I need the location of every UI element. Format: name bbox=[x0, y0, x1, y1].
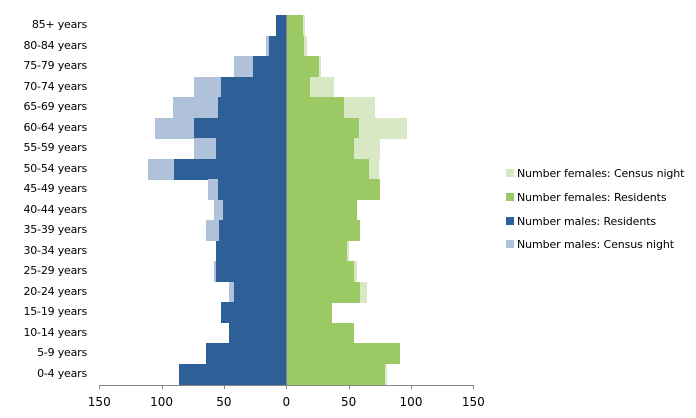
x-tick-label: 150 bbox=[87, 395, 111, 409]
bar-number-females-residents bbox=[286, 343, 400, 364]
bar-number-females-residents bbox=[286, 76, 310, 98]
bar-number-males-residents bbox=[217, 179, 287, 200]
y-axis-label: 60-64 years bbox=[23, 120, 87, 134]
y-axis-label: 50-54 years bbox=[23, 161, 87, 175]
legend-swatch-icon bbox=[506, 217, 514, 225]
y-axis-label: 80-84 years bbox=[23, 38, 87, 52]
bar-number-males-residents bbox=[174, 158, 287, 180]
bar-number-males-residents bbox=[221, 76, 287, 98]
y-axis-label: 40-44 years bbox=[23, 202, 87, 216]
bar-number-males-residents bbox=[216, 138, 287, 159]
x-tick-label: 50 bbox=[216, 395, 232, 409]
legend-label: Number males: Residents bbox=[517, 214, 657, 228]
bar-number-females-residents bbox=[286, 35, 304, 57]
y-axis-label: 25-29 years bbox=[23, 264, 87, 278]
bar-number-males-residents bbox=[216, 261, 287, 282]
y-axis-label: 10-14 years bbox=[23, 325, 87, 339]
y-axis-label: 30-34 years bbox=[23, 243, 87, 257]
legend-label: Number females: Census night bbox=[517, 166, 685, 180]
bar-number-males-residents bbox=[217, 97, 287, 118]
bar-number-males-residents bbox=[276, 15, 287, 36]
y-axis-label: 15-19 years bbox=[23, 305, 87, 319]
y-axis-label: 55-59 years bbox=[23, 141, 87, 155]
bar-number-males-residents bbox=[206, 343, 287, 364]
y-axis-label: 35-39 years bbox=[23, 223, 87, 237]
bar-number-females-residents bbox=[286, 220, 360, 241]
x-tick-mark bbox=[99, 385, 100, 389]
x-tick-mark bbox=[411, 385, 412, 389]
y-axis-label: 20-24 years bbox=[23, 284, 87, 298]
bar-number-females-residents bbox=[286, 261, 354, 282]
legend-item-males-residents: Number males: Residents bbox=[506, 214, 656, 228]
y-axis-label: 75-79 years bbox=[23, 59, 87, 73]
bar-number-males-residents bbox=[252, 56, 287, 77]
legend-item-females-census: Number females: Census night bbox=[506, 166, 684, 180]
bar-number-females-residents bbox=[286, 117, 359, 139]
bar-number-females-residents bbox=[286, 15, 303, 36]
x-tick-label: 100 bbox=[150, 395, 174, 409]
bar-number-females-residents bbox=[286, 302, 333, 323]
x-tick-mark bbox=[473, 385, 474, 389]
bar-number-females-residents bbox=[286, 179, 380, 200]
bar-number-males-residents bbox=[221, 302, 287, 323]
x-tick-label: 150 bbox=[461, 395, 485, 409]
y-axis-label: 85+ years bbox=[31, 18, 87, 32]
bar-number-males-residents bbox=[218, 220, 287, 241]
bar-number-males-residents bbox=[179, 363, 287, 385]
legend-label: Number females: Residents bbox=[517, 190, 667, 204]
legend-swatch-icon bbox=[506, 169, 514, 177]
bar-number-females-residents bbox=[286, 363, 385, 385]
x-tick-label: 0 bbox=[282, 395, 291, 409]
bar-number-males-residents bbox=[228, 322, 287, 344]
bar-number-females-residents bbox=[286, 158, 369, 180]
x-tick-mark bbox=[162, 385, 163, 389]
legend-label: Number males: Census night bbox=[517, 237, 674, 251]
bar-number-females-residents bbox=[286, 199, 358, 221]
x-tick-mark bbox=[286, 385, 287, 389]
bar-number-males-residents bbox=[216, 240, 287, 262]
bar-number-males-residents bbox=[268, 35, 287, 57]
bar-number-females-residents bbox=[286, 97, 344, 118]
x-tick-label: 100 bbox=[399, 395, 423, 409]
bar-number-males-residents bbox=[233, 281, 287, 303]
bar-number-males-residents bbox=[222, 199, 287, 221]
x-tick-mark bbox=[349, 385, 350, 389]
bar-number-females-residents bbox=[286, 281, 360, 303]
y-axis-label: 0-4 years bbox=[37, 366, 87, 380]
legend-swatch-icon bbox=[506, 240, 514, 248]
bar-number-females-residents bbox=[286, 56, 319, 77]
bar-number-males-residents bbox=[194, 117, 287, 139]
y-axis-label: 45-49 years bbox=[23, 182, 87, 196]
bar-number-females-residents bbox=[286, 138, 354, 159]
bar-number-females-residents bbox=[286, 240, 348, 262]
bar-number-females-residents bbox=[286, 322, 354, 344]
legend-item-females-residents: Number females: Residents bbox=[506, 190, 667, 204]
x-tick-label: 50 bbox=[341, 395, 357, 409]
legend-swatch-icon bbox=[506, 193, 514, 201]
x-tick-mark bbox=[224, 385, 225, 389]
legend-item-males-census: Number males: Census night bbox=[506, 237, 674, 251]
y-axis-label: 5-9 years bbox=[37, 346, 87, 360]
y-axis-label: 70-74 years bbox=[23, 79, 87, 93]
zero-axis-line bbox=[286, 15, 287, 385]
y-axis-label: 65-69 years bbox=[23, 100, 87, 114]
